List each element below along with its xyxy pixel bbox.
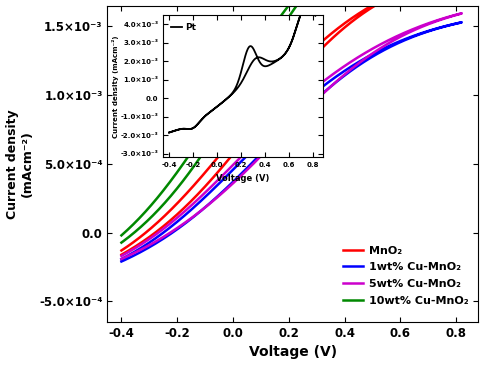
5wt% Cu-MnO₂: [365, 54, 371, 59]
1wt% Cu-MnO₂: [119, 259, 124, 264]
5wt% Cu-MnO₂: [282, 129, 288, 134]
1wt% Cu-MnO₂: [365, 57, 371, 62]
MnO₂: [282, 87, 288, 91]
1wt% Cu-MnO₂: [119, 257, 124, 261]
Line: 5wt% Cu-MnO₂: 5wt% Cu-MnO₂: [121, 13, 462, 259]
5wt% Cu-MnO₂: [459, 11, 465, 15]
5wt% Cu-MnO₂: [385, 41, 391, 46]
MnO₂: [119, 248, 124, 253]
Line: 1wt% Cu-MnO₂: 1wt% Cu-MnO₂: [121, 22, 462, 261]
5wt% Cu-MnO₂: [403, 32, 409, 36]
MnO₂: [365, 8, 371, 12]
MnO₂: [212, 173, 218, 177]
10wt% Cu-MnO₂: [119, 233, 124, 238]
10wt% Cu-MnO₂: [282, 20, 288, 24]
5wt% Cu-MnO₂: [160, 227, 166, 231]
MnO₂: [119, 253, 124, 257]
1wt% Cu-MnO₂: [403, 37, 409, 42]
Legend: MnO₂, 1wt% Cu-MnO₂, 5wt% Cu-MnO₂, 10wt% Cu-MnO₂: MnO₂, 1wt% Cu-MnO₂, 5wt% Cu-MnO₂, 10wt% …: [339, 241, 473, 310]
1wt% Cu-MnO₂: [212, 196, 218, 201]
10wt% Cu-MnO₂: [119, 241, 124, 245]
1wt% Cu-MnO₂: [385, 46, 391, 50]
5wt% Cu-MnO₂: [212, 197, 218, 201]
1wt% Cu-MnO₂: [160, 231, 166, 235]
5wt% Cu-MnO₂: [119, 257, 124, 261]
10wt% Cu-MnO₂: [212, 132, 218, 137]
1wt% Cu-MnO₂: [282, 127, 288, 131]
Line: MnO₂: MnO₂: [121, 0, 462, 255]
MnO₂: [160, 215, 166, 219]
5wt% Cu-MnO₂: [119, 254, 124, 258]
Line: 10wt% Cu-MnO₂: 10wt% Cu-MnO₂: [121, 0, 462, 243]
X-axis label: Voltage (V): Voltage (V): [249, 345, 337, 360]
1wt% Cu-MnO₂: [459, 20, 465, 24]
Y-axis label: Current density
(mAcm⁻²): Current density (mAcm⁻²): [5, 109, 33, 219]
10wt% Cu-MnO₂: [160, 188, 166, 193]
